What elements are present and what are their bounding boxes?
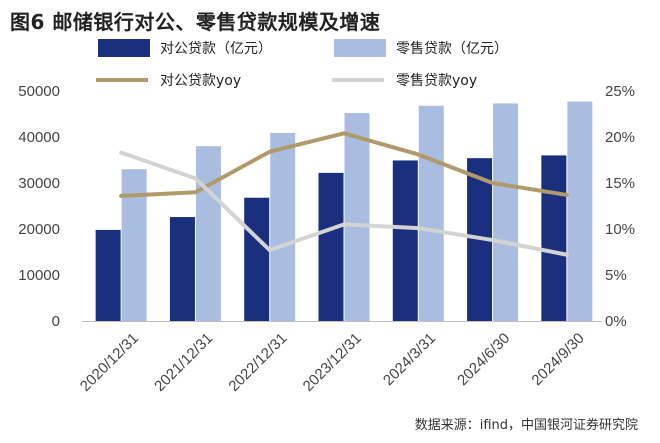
right-tick-label: 5%	[605, 267, 627, 284]
corporate-loan-bar	[95, 229, 121, 321]
left-tick-label: 0	[52, 313, 60, 330]
x-tick-label: 2024/3/31	[380, 330, 439, 389]
source-note: 数据来源：ifind，中国银河证券研究院	[414, 418, 638, 433]
left-tick-label: 20000	[18, 221, 60, 238]
legend-label: 对公贷款（亿元）	[160, 41, 272, 57]
right-tick-label: 0%	[605, 313, 627, 330]
right-tick-label: 20%	[605, 129, 635, 146]
retail-loan-bar	[567, 101, 593, 321]
x-tick-label: 2023/12/31	[300, 330, 365, 395]
left-tick-label: 40000	[18, 129, 60, 146]
corporate-loan-bar	[169, 217, 195, 321]
retail-loan-bar	[195, 146, 221, 321]
bars	[95, 101, 593, 321]
right-tick-label: 25%	[605, 83, 635, 100]
right-tick-label: 15%	[605, 175, 635, 192]
retail-loan-bar	[493, 103, 519, 321]
x-tick-label: 2024/9/30	[528, 330, 587, 389]
retail-loan-bar	[270, 132, 296, 321]
retail-loan-bar	[418, 105, 444, 321]
x-tick-label: 2021/12/31	[151, 330, 216, 395]
corporate-loan-bar	[318, 172, 344, 321]
retail-loan-bar	[344, 113, 370, 321]
left-tick-label: 30000	[18, 175, 60, 192]
right-tick-label: 10%	[605, 221, 635, 238]
chart-title: 图6 邮储银行对公、零售贷款规模及增速	[10, 10, 381, 34]
legend-label: 对公贷款yoy	[160, 73, 241, 89]
lines	[119, 131, 569, 257]
corporate-loan-bar	[392, 160, 418, 321]
retail-loan-bar	[121, 169, 147, 321]
corporate-yoy-line	[119, 131, 569, 198]
x-tick-label: 2020/12/31	[77, 330, 142, 395]
x-tick-label: 2024/6/30	[454, 330, 513, 389]
retail-yoy-line	[119, 150, 569, 257]
corporate-loan-bar	[541, 155, 567, 321]
x-tick-label: 2022/12/31	[225, 330, 290, 395]
legend: 对公贷款（亿元） 零售贷款（亿元） 对公贷款yoy 零售贷款yoy	[96, 39, 508, 89]
legend-swatch	[334, 39, 386, 57]
legend-label: 零售贷款（亿元）	[396, 41, 508, 57]
corporate-loan-bar	[244, 197, 270, 321]
left-tick-label: 50000	[18, 83, 60, 100]
legend-label: 零售贷款yoy	[396, 73, 477, 89]
left-tick-label: 10000	[18, 267, 60, 284]
legend-swatch	[98, 39, 150, 57]
